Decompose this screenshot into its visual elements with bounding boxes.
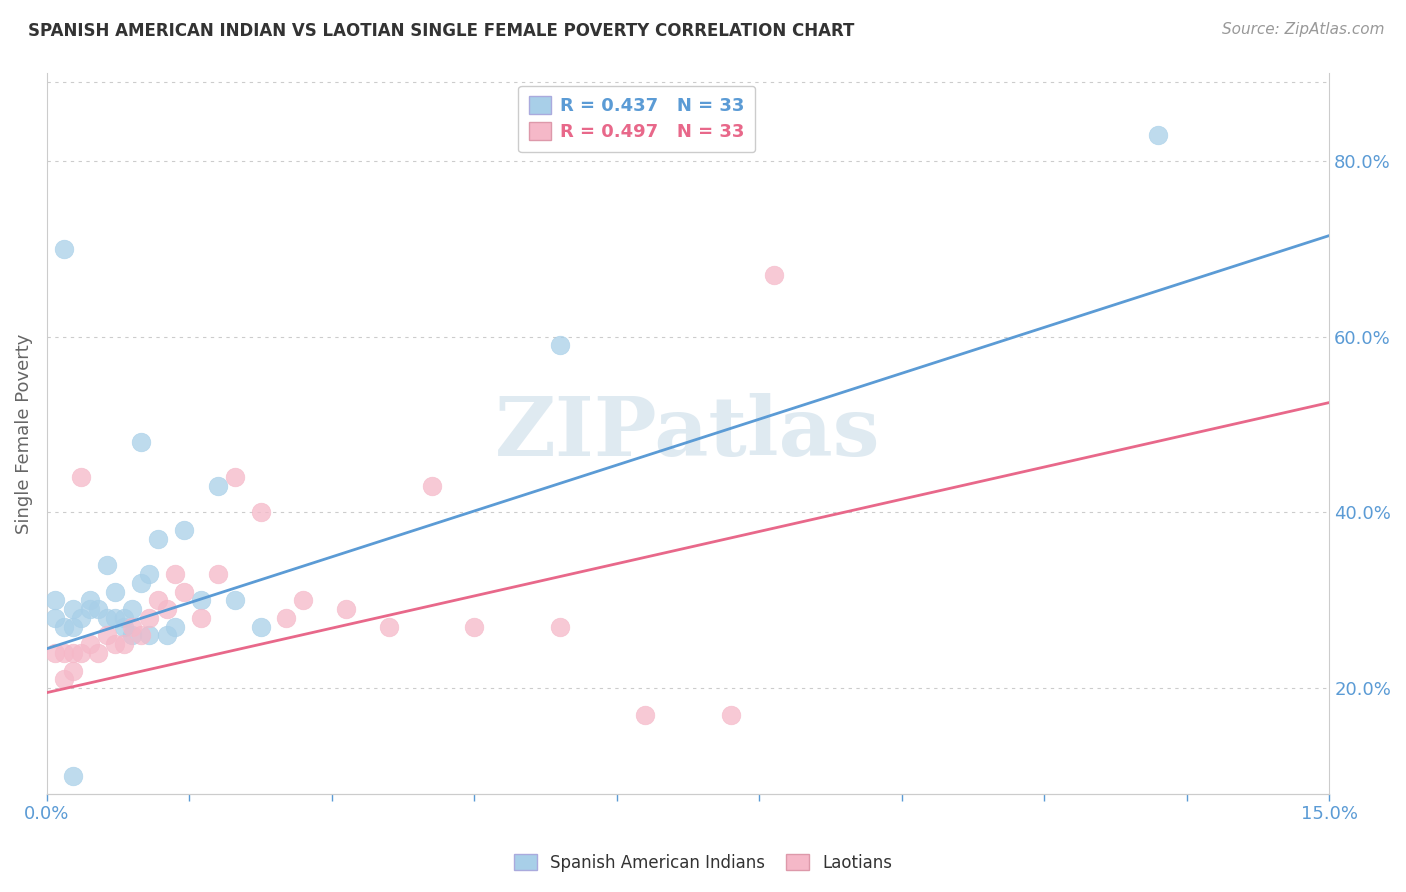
Point bbox=[53, 673, 76, 687]
Point bbox=[129, 435, 152, 450]
Point bbox=[104, 637, 127, 651]
Point bbox=[70, 646, 93, 660]
Legend: Spanish American Indians, Laotians: Spanish American Indians, Laotians bbox=[508, 847, 898, 879]
Point bbox=[420, 479, 443, 493]
Point bbox=[62, 602, 84, 616]
Point bbox=[276, 611, 298, 625]
Point bbox=[548, 338, 571, 352]
Point bbox=[87, 646, 110, 660]
Point bbox=[62, 664, 84, 678]
Point bbox=[1147, 128, 1170, 142]
Point bbox=[96, 611, 118, 625]
Point bbox=[121, 628, 143, 642]
Point bbox=[96, 628, 118, 642]
Point bbox=[224, 593, 246, 607]
Point bbox=[173, 523, 195, 537]
Point bbox=[121, 620, 143, 634]
Point bbox=[121, 602, 143, 616]
Point bbox=[62, 769, 84, 783]
Point bbox=[70, 470, 93, 484]
Legend: R = 0.437   N = 33, R = 0.497   N = 33: R = 0.437 N = 33, R = 0.497 N = 33 bbox=[519, 86, 755, 153]
Point bbox=[138, 566, 160, 581]
Point bbox=[79, 593, 101, 607]
Point bbox=[62, 620, 84, 634]
Point bbox=[155, 602, 177, 616]
Text: SPANISH AMERICAN INDIAN VS LAOTIAN SINGLE FEMALE POVERTY CORRELATION CHART: SPANISH AMERICAN INDIAN VS LAOTIAN SINGL… bbox=[28, 22, 855, 40]
Point bbox=[548, 620, 571, 634]
Point bbox=[112, 620, 135, 634]
Point bbox=[155, 628, 177, 642]
Point bbox=[165, 620, 187, 634]
Point bbox=[146, 593, 169, 607]
Point bbox=[292, 593, 315, 607]
Point bbox=[335, 602, 357, 616]
Point bbox=[146, 532, 169, 546]
Point bbox=[173, 584, 195, 599]
Point bbox=[87, 602, 110, 616]
Point bbox=[190, 611, 212, 625]
Point bbox=[224, 470, 246, 484]
Point bbox=[207, 566, 229, 581]
Point bbox=[62, 646, 84, 660]
Point bbox=[190, 593, 212, 607]
Point bbox=[720, 707, 742, 722]
Point bbox=[129, 628, 152, 642]
Point bbox=[249, 620, 271, 634]
Point bbox=[53, 620, 76, 634]
Point bbox=[112, 637, 135, 651]
Point bbox=[138, 611, 160, 625]
Point bbox=[53, 646, 76, 660]
Point bbox=[249, 505, 271, 519]
Point bbox=[96, 558, 118, 573]
Point bbox=[70, 611, 93, 625]
Point bbox=[44, 646, 66, 660]
Point bbox=[104, 611, 127, 625]
Point bbox=[378, 620, 401, 634]
Point bbox=[762, 268, 785, 282]
Y-axis label: Single Female Poverty: Single Female Poverty bbox=[15, 333, 32, 533]
Text: ZIPatlas: ZIPatlas bbox=[495, 393, 880, 474]
Point bbox=[44, 611, 66, 625]
Point bbox=[634, 707, 657, 722]
Point bbox=[44, 593, 66, 607]
Point bbox=[463, 620, 485, 634]
Point bbox=[79, 637, 101, 651]
Point bbox=[207, 479, 229, 493]
Text: Source: ZipAtlas.com: Source: ZipAtlas.com bbox=[1222, 22, 1385, 37]
Point bbox=[165, 566, 187, 581]
Point bbox=[112, 611, 135, 625]
Point bbox=[53, 242, 76, 256]
Point bbox=[138, 628, 160, 642]
Point bbox=[79, 602, 101, 616]
Point bbox=[104, 584, 127, 599]
Point bbox=[129, 575, 152, 590]
